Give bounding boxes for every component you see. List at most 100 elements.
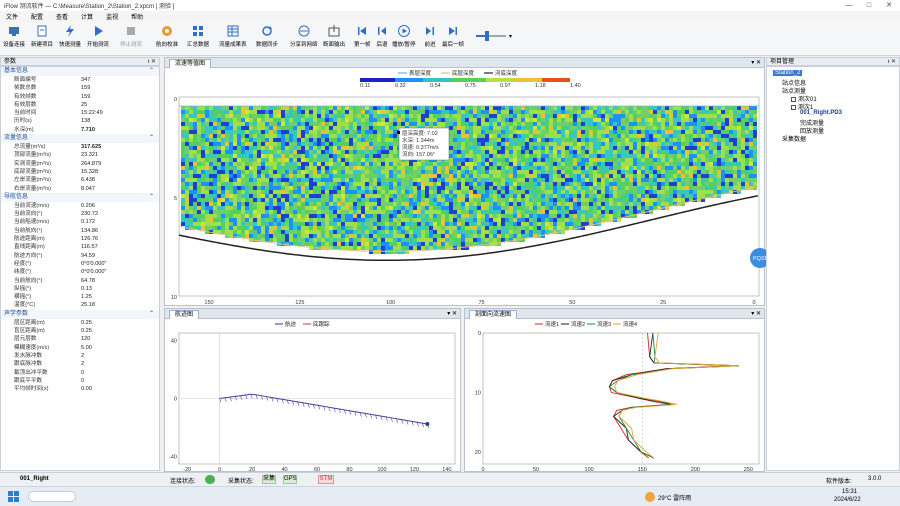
velocity-cell [545, 218, 549, 222]
maximize-button[interactable]: □ [866, 2, 872, 9]
window-controls[interactable]: ▾ ✕ [751, 311, 761, 317]
data-sync-button[interactable]: 数据同步 [256, 25, 278, 54]
velocity-cell [505, 186, 509, 190]
tree-item[interactable]: 测次01 [791, 94, 817, 103]
velocity-cell [553, 142, 557, 146]
menu-config[interactable]: 配置 [31, 15, 44, 21]
share-button[interactable]: 分享到网络 [290, 25, 318, 54]
param-name: 温度(°C) [14, 302, 36, 309]
velocity-cell [277, 190, 281, 194]
velocity-cell [433, 166, 437, 170]
last-frame-button[interactable]: 最后一帧 [442, 25, 464, 54]
slider-thumb[interactable] [484, 31, 489, 41]
window-controls[interactable]: ▾ ✕ [447, 311, 457, 317]
tree-item[interactable]: 站点测量 [782, 89, 807, 95]
section-export-button[interactable]: 断面输出 [323, 25, 345, 54]
velocity-cell [649, 166, 653, 170]
velocity-cell [477, 118, 481, 122]
device-connect-button[interactable]: 设备连接 [3, 25, 25, 54]
tree-item[interactable]: 回放测量 [800, 129, 825, 135]
velocity-cell [725, 134, 729, 138]
section-header[interactable]: 流量信息 ⌃ [1, 134, 159, 144]
velocity-cell [289, 242, 293, 246]
tab-profile[interactable]: 剖面向流速图 [469, 310, 518, 319]
close-button[interactable]: ✕ [886, 2, 892, 9]
menu-help[interactable]: 帮助 [131, 15, 144, 21]
velocity-cell [729, 134, 733, 138]
velocity-cell [649, 138, 653, 142]
start-measure-button[interactable]: 开始测流 [87, 25, 109, 54]
flow-result-button[interactable]: 流量成果表 [219, 25, 247, 54]
velocity-cell [641, 114, 645, 118]
velocity-cell [361, 158, 365, 162]
menu-view[interactable]: 查看 [56, 15, 69, 21]
velocity-cell [521, 130, 525, 134]
velocity-cell [393, 158, 397, 162]
velocity-cell [485, 210, 489, 214]
window-controls[interactable]: ▾ ✕ [751, 60, 761, 66]
velocity-cell [577, 210, 581, 214]
velocity-cell [645, 142, 649, 146]
velocity-cell [209, 134, 213, 138]
start-icon[interactable] [8, 491, 19, 502]
velocity-cell [653, 174, 657, 178]
velocity-cell [621, 206, 625, 210]
velocity-cell [677, 162, 681, 166]
minimize-button[interactable]: — [845, 2, 853, 9]
playback-slider[interactable] [476, 31, 506, 41]
velocity-cell [605, 106, 609, 110]
quick-measure-button[interactable]: 快速测量 [59, 25, 81, 54]
velocity-cell [549, 158, 553, 162]
tree-item[interactable]: 测次1 [791, 102, 813, 111]
velocity-cell [581, 198, 585, 202]
section-header[interactable]: 导航信息 ⌃ [1, 192, 159, 202]
pin-icon[interactable]: ᵼ ✕ [147, 59, 156, 65]
first-frame-button[interactable]: 第一帧 [354, 25, 371, 54]
velocity-cell [385, 130, 389, 134]
tree-item[interactable]: 采集数据 [782, 137, 807, 143]
velocity-cell [393, 182, 397, 186]
velocity-cell [553, 198, 557, 202]
velocity-cell [453, 198, 457, 202]
velocity-cell [705, 174, 709, 178]
velocity-cell [229, 214, 233, 218]
tree-item[interactable]: 完成测量 [800, 121, 825, 127]
pin-icon[interactable]: ᵼ ✕ [887, 59, 896, 65]
velocity-cell [277, 130, 281, 134]
tree-item[interactable]: 001_Right.PD3 [800, 110, 843, 116]
summary-data-button[interactable]: 汇总数据 [187, 25, 209, 54]
menu-monitor[interactable]: 监视 [106, 15, 119, 21]
back-button[interactable]: 后退 [376, 25, 388, 54]
search-box[interactable] [28, 491, 76, 502]
velocity-cell [669, 130, 673, 134]
section-header[interactable]: 声学参数 ⌃ [1, 309, 159, 319]
tree-item[interactable]: Station_2 [773, 70, 803, 76]
velocity-cell [357, 186, 361, 190]
velocity-cell [381, 134, 385, 138]
velocity-cell [329, 166, 333, 170]
velocity-cell [241, 106, 245, 110]
forward-button[interactable]: 前进 [424, 25, 436, 54]
slider-dropdown-icon[interactable]: ▾ [509, 34, 513, 40]
velocity-cell [617, 210, 621, 214]
menu-file[interactable]: 文件 [6, 15, 19, 21]
velocity-cell [193, 138, 197, 142]
play-pause-button[interactable]: 播放/暂停 [392, 25, 416, 54]
velocity-cell [229, 218, 233, 222]
stop-measure-button[interactable]: 停止测流 [120, 25, 142, 54]
tree-item[interactable]: 站点信息 [782, 81, 807, 87]
velocity-cell [433, 162, 437, 166]
velocity-cell [201, 194, 205, 198]
new-project-button[interactable]: 新建项目 [31, 25, 53, 54]
velocity-cell [205, 226, 209, 230]
velocity-cell [617, 146, 621, 150]
heading-calibrate-button[interactable]: 航向校准 [156, 25, 178, 54]
menu-compute[interactable]: 计算 [81, 15, 94, 21]
velocity-cell [509, 122, 513, 126]
tab-contour[interactable]: 流速等值图 [169, 59, 212, 68]
velocity-cell [653, 198, 657, 202]
section-header[interactable]: 基本信息 ⌃ [1, 67, 159, 76]
tab-track[interactable]: 航迹图 [169, 310, 200, 319]
velocity-cell [329, 114, 333, 118]
velocity-cell [245, 178, 249, 182]
